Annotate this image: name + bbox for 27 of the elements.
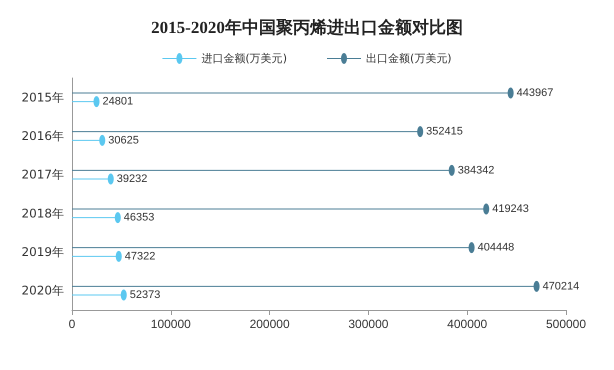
x-tick-label: 300000 bbox=[348, 317, 389, 331]
data-label: 404448 bbox=[478, 242, 514, 254]
data-label: 419243 bbox=[492, 202, 529, 215]
data-label: 30625 bbox=[108, 134, 139, 146]
data-label: 384342 bbox=[458, 164, 494, 176]
y-tick-label: 2020年 bbox=[21, 284, 64, 298]
data-label: 470214 bbox=[542, 280, 580, 292]
data-label: 47322 bbox=[124, 250, 156, 262]
x-tick-label: 100000 bbox=[150, 317, 192, 331]
y-tick-label: 2017年 bbox=[21, 168, 64, 182]
data-label: 24801 bbox=[102, 96, 134, 108]
x-tick-label: 0 bbox=[68, 317, 76, 331]
data-label: 46353 bbox=[124, 212, 154, 224]
y-tick-label: 2015年 bbox=[21, 90, 64, 104]
x-tick-label: 200000 bbox=[250, 317, 290, 331]
legend-label: 进口金额(万美元) bbox=[201, 52, 288, 65]
y-tick-label: 2019年 bbox=[21, 245, 64, 259]
chart-title: 2015-2020年中国聚丙烯进出口金额对比图 bbox=[151, 18, 463, 37]
legend-label: 出口金额(万美元) bbox=[366, 52, 452, 65]
x-tick-label: 400000 bbox=[447, 317, 488, 331]
data-label: 443967 bbox=[516, 86, 554, 99]
x-tick-label: 500000 bbox=[546, 317, 586, 331]
data-label: 39232 bbox=[116, 173, 148, 186]
data-label: 52373 bbox=[130, 289, 160, 302]
y-tick-label: 2018年 bbox=[21, 206, 64, 220]
y-tick-label: 2016年 bbox=[21, 129, 64, 143]
data-label: 352415 bbox=[426, 126, 463, 138]
